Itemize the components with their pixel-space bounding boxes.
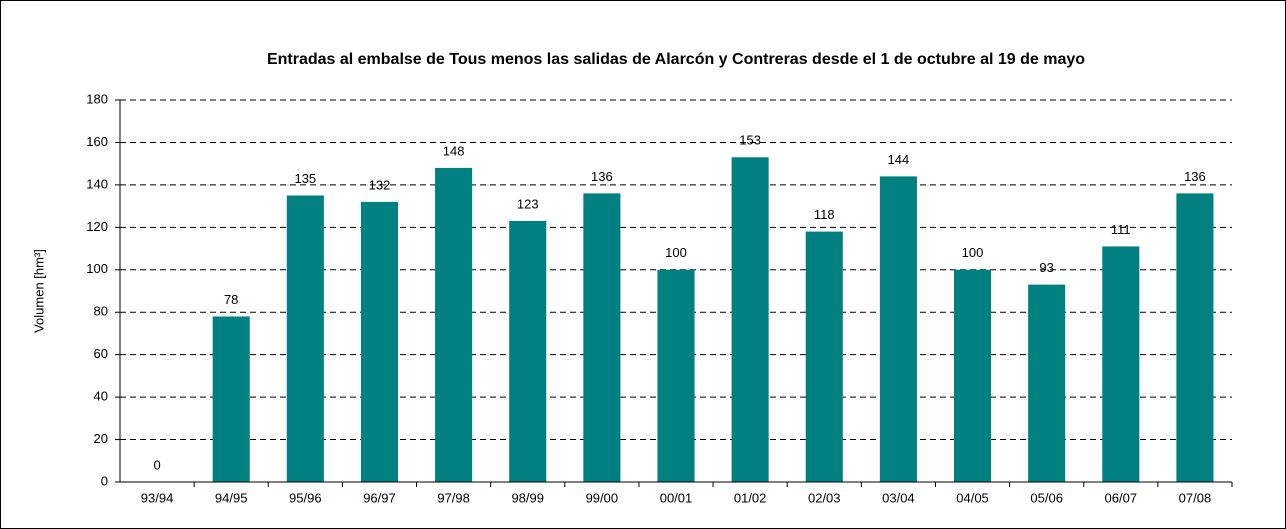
value-label: 93 bbox=[1039, 260, 1053, 275]
y-tick-label: 40 bbox=[94, 389, 108, 404]
x-tick-label: 97/98 bbox=[437, 490, 470, 505]
x-tick-label: 06/07 bbox=[1105, 490, 1138, 505]
y-tick-label: 120 bbox=[86, 219, 108, 234]
y-tick-label: 100 bbox=[86, 261, 108, 276]
bar bbox=[657, 269, 695, 482]
bar bbox=[805, 231, 843, 482]
value-label: 118 bbox=[814, 207, 835, 222]
y-axis-label: Volumen [hm³] bbox=[31, 249, 46, 333]
y-tick-label: 140 bbox=[86, 176, 108, 191]
bar bbox=[731, 157, 769, 483]
value-label: 153 bbox=[739, 133, 761, 148]
y-tick-label: 60 bbox=[94, 346, 108, 361]
bar bbox=[212, 316, 250, 482]
y-tick-label: 0 bbox=[101, 473, 108, 488]
x-tick-label: 02/03 bbox=[808, 490, 841, 505]
y-tick-label: 160 bbox=[86, 134, 108, 149]
value-label: 100 bbox=[665, 245, 687, 260]
value-label: 148 bbox=[443, 143, 465, 158]
x-tick-label: 96/97 bbox=[363, 490, 396, 505]
x-tick-label: 98/99 bbox=[511, 490, 544, 505]
y-tick-label: 20 bbox=[94, 431, 108, 446]
bar bbox=[286, 195, 324, 482]
x-tick-label: 93/94 bbox=[141, 490, 174, 505]
x-tick-label: 01/02 bbox=[734, 490, 767, 505]
x-tick-label: 07/08 bbox=[1179, 490, 1212, 505]
value-label: 78 bbox=[224, 292, 238, 307]
value-label: 100 bbox=[962, 245, 984, 260]
bar bbox=[1028, 284, 1066, 482]
value-label: 123 bbox=[517, 196, 539, 211]
value-label: 136 bbox=[591, 169, 613, 184]
x-tick-label: 03/04 bbox=[882, 490, 915, 505]
chart-title: Entradas al embalse de Tous menos las sa… bbox=[267, 51, 1085, 68]
value-label: 135 bbox=[294, 171, 316, 186]
bar bbox=[360, 201, 398, 482]
y-tick-label: 80 bbox=[94, 304, 108, 319]
x-tick-label: 99/00 bbox=[586, 490, 619, 505]
value-label: 132 bbox=[369, 177, 391, 192]
value-label: 111 bbox=[1111, 222, 1131, 237]
x-tick-label: 00/01 bbox=[660, 490, 693, 505]
x-tick-label: 05/06 bbox=[1030, 490, 1063, 505]
bar bbox=[954, 269, 992, 482]
value-label: 0 bbox=[153, 457, 160, 472]
bar bbox=[583, 193, 621, 482]
y-tick-label: 180 bbox=[86, 91, 108, 106]
bar bbox=[509, 220, 547, 482]
bar bbox=[1176, 193, 1214, 482]
bar bbox=[1102, 246, 1140, 482]
value-label: 144 bbox=[888, 152, 910, 167]
bar bbox=[879, 176, 917, 482]
value-label: 136 bbox=[1184, 169, 1206, 184]
x-tick-label: 04/05 bbox=[956, 490, 989, 505]
bar bbox=[435, 167, 473, 482]
x-tick-label: 95/96 bbox=[289, 490, 322, 505]
x-tick-label: 94/95 bbox=[215, 490, 248, 505]
